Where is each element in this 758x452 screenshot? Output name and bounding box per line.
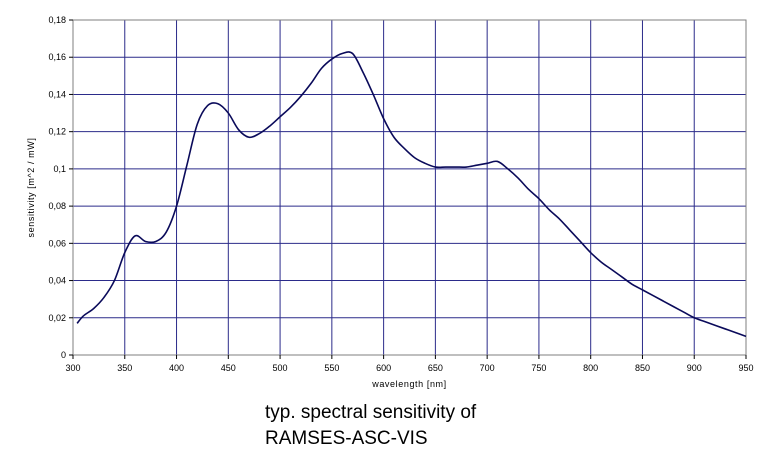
x-tick-label: 700 [480,363,495,373]
x-tick-label: 650 [428,363,443,373]
y-tick-label: 0,14 [48,89,66,99]
y-tick-label: 0,04 [48,276,66,286]
caption-line-2: RAMSES-ASC-VIS [265,428,428,449]
x-tick-label: 300 [65,363,80,373]
x-tick-label: 750 [531,363,546,373]
x-tick-label: 600 [376,363,391,373]
x-tick-labels: 300 350 400 450 500 550 600 650 700 750 800 850 900 9… [65,363,753,373]
x-tick-label: 800 [583,363,598,373]
x-tick-label: 950 [738,363,753,373]
y-tick-label: 0,08 [48,201,66,211]
axis-ticks [69,19,747,359]
x-tick-label: 400 [169,363,184,373]
y-tick-label: 0 [61,350,66,360]
x-tick-label: 900 [687,363,702,373]
y-axis-title: sensitivity [m^2 / mW] [26,138,36,238]
gridlines [73,20,746,355]
x-tick-label: 850 [635,363,650,373]
x-tick-label: 450 [221,363,236,373]
series-group [76,51,747,338]
sensitivity-series-line [76,51,747,338]
y-tick-label: 0,1 [53,164,66,174]
x-tick-label: 550 [324,363,339,373]
x-tick-label: 500 [273,363,288,373]
y-tick-label: 0,06 [48,238,66,248]
x-axis-title: wavelength [nm] [371,379,447,389]
caption-line-1: typ. spectral sensitivity of [265,402,477,423]
y-tick-label: 0,02 [48,313,66,323]
plot-border [72,19,747,356]
y-tick-label: 0,12 [48,127,66,137]
y-tick-labels: 0 0,02 0,04 0,06 0,08 0,1 0,12 0,14 0,16 0,18 [48,15,66,360]
plot-area [73,20,746,355]
y-tick-label: 0,16 [48,52,66,62]
x-tick-label: 350 [117,363,132,373]
y-tick-label: 0,18 [48,15,66,25]
